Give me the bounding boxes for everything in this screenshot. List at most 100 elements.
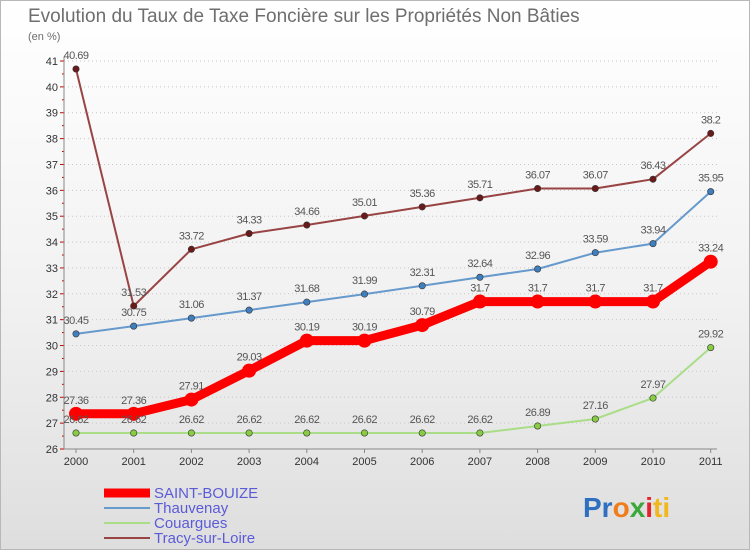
x-tick-label: 2003 [237,456,261,468]
point-couargues [534,422,542,430]
point-thauvenay [591,249,599,257]
point-saint-bouize [126,406,141,421]
point-couargues [707,344,715,352]
proxiti-logo: Proxiti [583,492,670,523]
x-tick-label: 2008 [525,456,549,468]
point-couargues [649,394,657,402]
chart-title: Evolution du Taux de Taxe Foncière sur l… [28,6,580,27]
point-tracy-sur-loire [418,203,426,211]
series [69,65,718,437]
point-saint-bouize [646,294,660,309]
y-tick-label: 39 [46,108,58,120]
data-label-tracy-sur-loire: 34.33 [237,215,262,227]
x-tick-label: 2002 [179,456,203,468]
data-label-tracy-sur-loire: 35.36 [410,188,435,200]
point-thauvenay [245,306,253,314]
data-label-saint-bouize: 31.7 [470,283,490,295]
y-tick-label: 37 [46,159,58,171]
y-tick-label: 41 [46,56,58,68]
data-label-couargues: 26.62 [294,414,319,426]
point-saint-bouize [299,333,314,348]
series-line-tracy-sur-loire [75,68,712,307]
y-tick-label: 30 [46,341,58,353]
legend-label-thauvenay: Thauvenay [154,500,229,517]
grid [64,60,717,450]
legend-label-tracy-sur-loire: Tracy-sur-Loire [154,530,255,547]
point-tracy-sur-loire [303,221,311,229]
y-tick-label: 36 [46,185,58,197]
data-label-saint-bouize: 27.91 [179,381,204,393]
point-thauvenay [649,240,657,248]
data-label-thauvenay: 31.99 [352,275,377,287]
series-line-couargues [75,346,712,434]
point-thauvenay [476,273,484,281]
y-tick-label: 34 [46,237,58,249]
point-thauvenay [360,290,368,298]
data-label-saint-bouize: 27.36 [121,395,146,407]
data-label-tracy-sur-loire: 34.66 [294,206,319,218]
point-thauvenay [534,265,542,273]
data-label-saint-bouize: 33.24 [698,243,723,255]
data-label-saint-bouize: 30.79 [410,306,435,318]
point-tracy-sur-loire [534,185,542,193]
point-tracy-sur-loire [187,245,195,253]
data-label-couargues: 26.62 [410,414,435,426]
data-label-couargues: 26.62 [237,414,262,426]
legend-label-couargues: Couargues [154,515,227,532]
data-label-saint-bouize: 27.36 [63,395,88,407]
point-saint-bouize [184,392,199,407]
unit-label: (en %) [28,31,60,43]
data-labels: 30.45 30.75 31.06 31.37 31.68 31.99 32.31 32.64… [63,50,724,426]
point-thauvenay [187,314,195,322]
point-tracy-sur-loire [360,212,368,220]
x-tick-label: 2011 [699,456,723,468]
x-tick-label: 2009 [583,456,607,468]
data-label-couargues: 26.62 [63,414,88,426]
point-saint-bouize [357,333,372,348]
point-couargues [72,429,80,437]
x-tick-label: 2004 [295,456,319,468]
legend: SAINT-BOUIZEThauvenayCouarguesTracy-sur-… [104,485,258,547]
point-tracy-sur-loire [72,65,80,73]
x-tick-label: 2005 [352,456,376,468]
data-label-tracy-sur-loire: 36.43 [640,160,665,172]
point-couargues [360,429,368,437]
series-line-thauvenay [75,190,712,335]
data-label-thauvenay: 32.64 [467,258,492,270]
point-thauvenay [303,298,311,306]
point-tracy-sur-loire [245,230,253,238]
data-label-thauvenay: 35.95 [698,173,723,185]
x-tick-label: 2010 [641,456,665,468]
series-line-saint-bouize [71,257,716,419]
point-thauvenay [130,322,138,330]
data-label-saint-bouize: 31.7 [586,283,606,295]
x-tick-label: 2007 [468,456,492,468]
data-label-thauvenay: 31.68 [294,283,319,295]
y-tick-label: 40 [46,82,58,94]
data-label-thauvenay: 31.37 [237,291,262,303]
legend-label-saint-bouize: SAINT-BOUIZE [154,485,258,502]
point-couargues [303,429,311,437]
data-label-saint-bouize: 30.19 [352,322,377,334]
y-tick-label: 26 [46,444,58,456]
data-label-tracy-sur-loire: 36.07 [525,170,550,182]
point-couargues [418,429,426,437]
y-tick-label: 33 [46,263,58,275]
point-couargues [476,429,484,437]
y-tick-label: 35 [46,211,58,223]
data-label-thauvenay: 31.06 [179,299,204,311]
data-label-couargues: 27.97 [640,379,665,391]
point-tracy-sur-loire [476,194,484,202]
data-label-couargues: 26.62 [179,414,204,426]
data-label-couargues: 26.62 [121,414,146,426]
data-label-tracy-sur-loire: 38.2 [701,114,721,126]
y-tick-label: 27 [46,418,58,430]
x-tick-label: 2006 [410,456,434,468]
data-label-saint-bouize: 30.19 [294,322,319,334]
y-tick-label: 38 [46,134,58,146]
data-label-tracy-sur-loire: 36.07 [583,170,608,182]
point-thauvenay [418,282,426,290]
data-label-tracy-sur-loire: 33.72 [179,230,204,242]
point-saint-bouize [472,294,487,309]
